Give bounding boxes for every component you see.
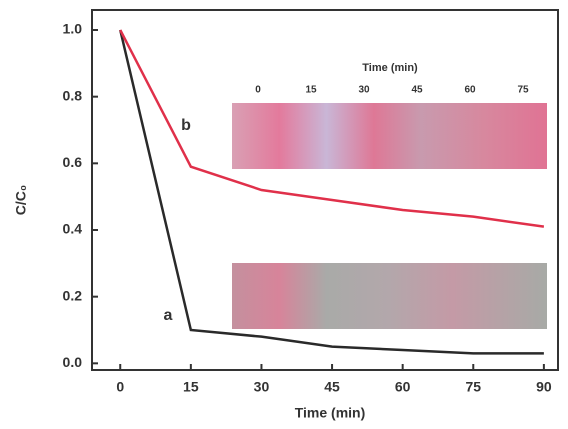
- y-axis-label: C/C₀: [13, 185, 29, 215]
- inset-label: 75: [517, 85, 529, 96]
- plot-frame: [91, 9, 559, 371]
- inset-strip-b: [232, 103, 547, 169]
- inset-label: 60: [464, 85, 476, 96]
- inset-strip-a: [232, 263, 547, 329]
- line: [119, 29, 544, 355]
- x-tick-label: 15: [183, 379, 199, 395]
- inset-title: Time (min): [362, 62, 418, 74]
- x-tick-label: 30: [254, 379, 270, 395]
- x-axis-label: Time (min): [295, 405, 366, 421]
- x-tick-label: 45: [324, 379, 340, 395]
- inset-label: 15: [305, 85, 317, 96]
- y-tick-label: 0.4: [63, 221, 83, 237]
- x-tick-label: 60: [395, 379, 411, 395]
- y-tick-label: 0.0: [63, 354, 83, 370]
- y-tick-label: 1.0: [63, 21, 83, 37]
- y-tick-label: 0.2: [63, 287, 83, 303]
- inset-label: 30: [358, 85, 370, 96]
- y-tick-label: 0.6: [63, 154, 83, 170]
- x-tick-label: 90: [536, 379, 552, 395]
- series-label: a: [164, 307, 173, 324]
- series-label: b: [181, 117, 191, 134]
- y-tick-label: 0.8: [63, 87, 83, 103]
- line: [119, 29, 545, 228]
- x-tick-label: 75: [465, 379, 481, 395]
- x-tick-label: 0: [116, 379, 124, 395]
- inset-label: 0: [255, 85, 261, 96]
- inset-label: 45: [411, 85, 423, 96]
